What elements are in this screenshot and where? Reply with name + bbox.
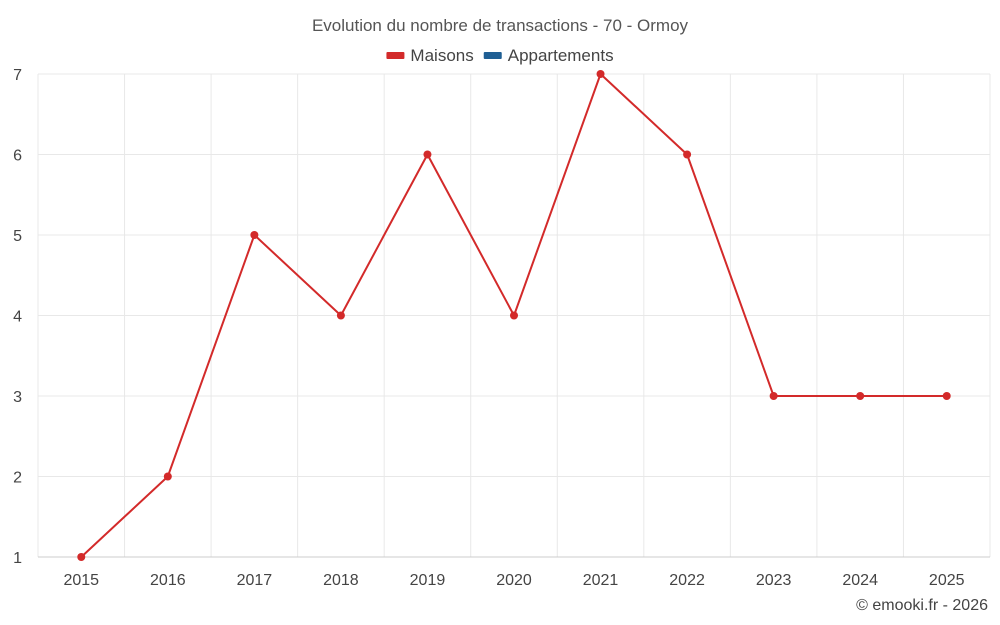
legend-item-maisons[interactable]: Maisons (386, 46, 474, 65)
y-tick-label: 5 (13, 228, 22, 245)
y-tick-label: 1 (13, 550, 22, 567)
grid (37, 73, 991, 558)
data-point[interactable] (77, 553, 86, 561)
legend-label: Appartements (508, 46, 614, 65)
y-tick-label: 2 (13, 470, 22, 487)
x-tick-label: 2024 (842, 572, 878, 589)
data-point[interactable] (336, 311, 345, 320)
data-point[interactable] (942, 392, 951, 400)
data-point[interactable] (856, 392, 865, 400)
data-point[interactable] (510, 311, 518, 320)
series-layer (77, 70, 951, 561)
x-tick-label: 2023 (756, 572, 792, 589)
x-tick-label: 2017 (237, 572, 273, 589)
data-point[interactable] (769, 392, 778, 400)
legend-swatch (483, 52, 502, 59)
legend-label: Maisons (410, 46, 473, 65)
y-axis: 1 2 3 4 5 6 7 (13, 67, 22, 567)
legend-item-appartements[interactable]: Appartements (483, 46, 614, 65)
x-tick-label: 2015 (63, 572, 99, 589)
legend: Maisons Appartements (386, 46, 614, 65)
data-point[interactable] (596, 70, 605, 78)
data-point[interactable] (683, 150, 692, 159)
x-tick-label: 2020 (496, 572, 532, 589)
data-point[interactable] (163, 472, 172, 481)
y-tick-label: 6 (13, 148, 22, 165)
x-tick-label: 2022 (669, 572, 705, 589)
x-tick-label: 2016 (150, 572, 186, 589)
data-point[interactable] (423, 150, 432, 159)
x-tick-label: 2025 (929, 572, 965, 589)
x-tick-label: 2021 (583, 572, 619, 589)
y-tick-label: 3 (13, 389, 22, 406)
credit-label: © emooki.fr - 2026 (856, 597, 988, 614)
data-point[interactable] (250, 231, 259, 239)
x-tick-label: 2019 (410, 572, 446, 589)
x-tick-label: 2018 (323, 572, 359, 589)
y-tick-label: 7 (13, 67, 22, 84)
legend-swatch (386, 52, 405, 59)
x-axis: 2015 2016 2017 2018 2019 2020 2021 2022 2023 2024… (38, 556, 990, 589)
y-tick-label: 4 (13, 309, 22, 326)
chart-title: Evolution du nombre de transactions - 70… (312, 16, 689, 35)
